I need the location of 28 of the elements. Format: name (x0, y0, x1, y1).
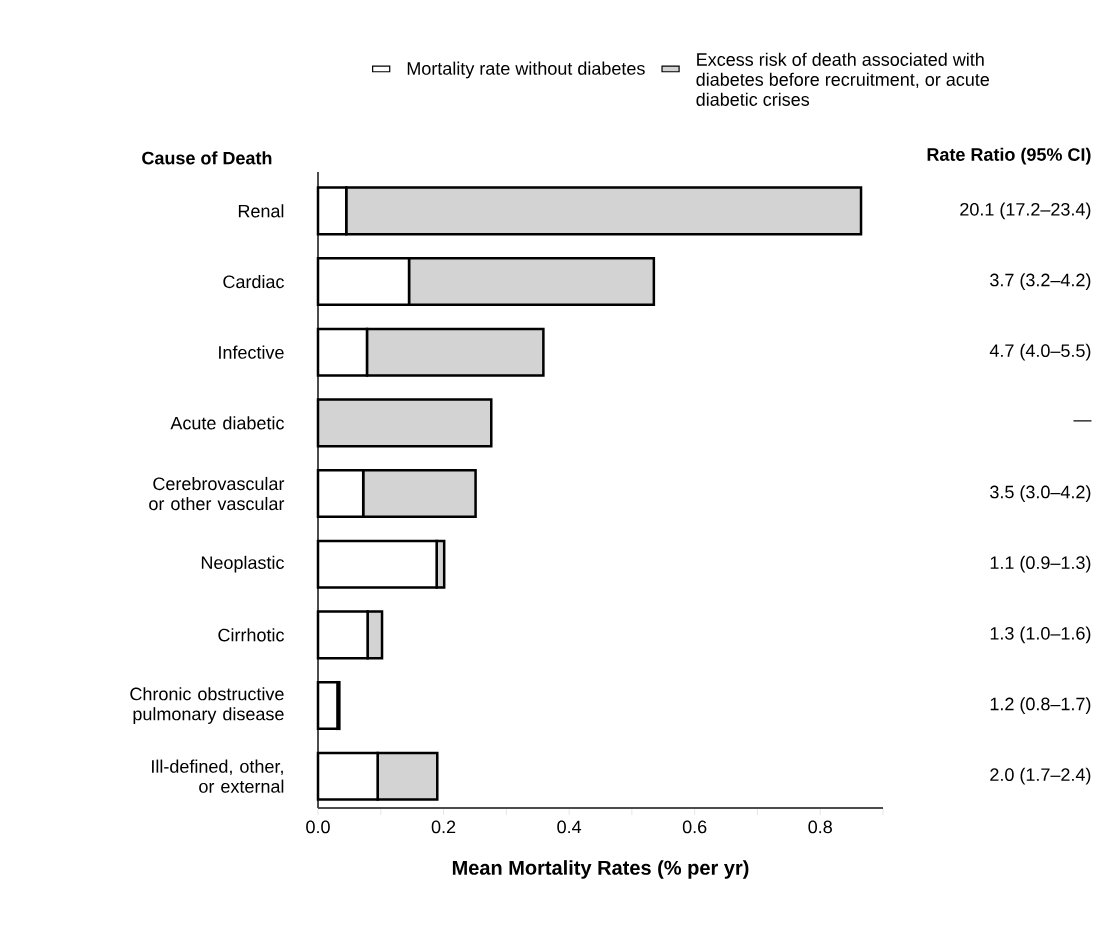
x-tick-label: 0.2 (431, 820, 456, 834)
text: — (1073, 420, 1092, 422)
text: 1.3 (1.0–1.6) (990, 626, 1091, 644)
y-tick-label: Chronic obstructive pulmonary disease (130, 687, 284, 724)
text: 1.2 (0.8–1.7) (990, 697, 1091, 714)
y-tick-label: Neoplastic (201, 555, 284, 573)
y-tick-label: Infective (219, 345, 284, 359)
y-tick-label: Cardiac (223, 274, 284, 289)
x-tick-label: 0.8 (808, 820, 832, 834)
y-tick-label: Cirrhotic (218, 628, 284, 642)
legend-label: Excess risk of death associated with diabetes before recruitment, or acute diabetic crises (696, 52, 990, 106)
x-axis-title: Mean Mortality Rates (% per yr) (452, 860, 749, 879)
text: 2.0 (1.7–2.4) (990, 767, 1091, 785)
y-tick-label: Cerebrovascular or other vascular (149, 476, 285, 511)
x-tick-label: 0.6 (682, 820, 707, 834)
text: 3.7 (3.2–4.2) (990, 273, 1091, 290)
text: 1.1 (0.9–1.3) (990, 555, 1091, 573)
y-tick-label: Ill-defined, other, or external (152, 759, 284, 793)
y-tick-label: Renal (238, 204, 284, 218)
legend-label: Mortality rate without diabetes (407, 61, 645, 79)
text: 20.1 (17.2–23.4) (960, 202, 1091, 220)
x-tick-label: 0.4 (557, 820, 582, 834)
text: Rate Ratio (95% CI) (927, 147, 1091, 165)
text: 3.5 (3.0–4.2) (990, 485, 1091, 502)
y-tick-label: Acute diabetic (170, 416, 284, 430)
x-tick-label: 0.0 (306, 820, 330, 834)
y-axis-title: Cause of Death (142, 151, 272, 165)
text: 4.7 (4.0–5.5) (989, 343, 1091, 361)
